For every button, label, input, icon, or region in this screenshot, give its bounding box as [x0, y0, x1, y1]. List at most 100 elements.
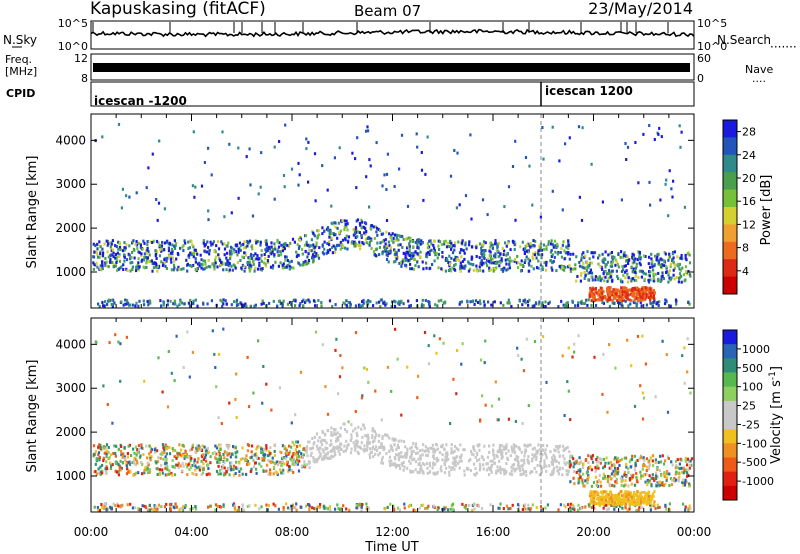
echo-cell	[503, 266, 506, 270]
echo-cell	[311, 253, 315, 257]
echo-cell	[416, 252, 419, 256]
echo-cell	[207, 209, 210, 213]
echo-cell	[322, 450, 325, 454]
echo-cell	[453, 449, 456, 453]
echo-cell	[647, 262, 650, 266]
echo-cell	[287, 469, 290, 473]
echo-cell	[452, 244, 455, 248]
echo-cell	[562, 303, 565, 307]
echo-cell	[584, 459, 587, 463]
echo-cell	[573, 507, 576, 511]
echo-cell	[590, 506, 594, 510]
echo-cell	[269, 451, 272, 455]
echo-cell	[391, 437, 394, 441]
echo-cell	[512, 463, 516, 467]
echo-cell	[572, 465, 575, 469]
echo-cell	[205, 459, 208, 463]
echo-cell	[270, 252, 273, 256]
echo-cell	[413, 257, 416, 261]
echo-cell	[262, 451, 265, 455]
echo-cell	[599, 296, 602, 300]
echo-cell	[368, 447, 372, 451]
echo-cell	[593, 295, 596, 299]
echo-cell	[433, 259, 436, 263]
echo-cell	[319, 452, 322, 456]
echo-cell	[115, 470, 119, 474]
echo-cell	[290, 302, 293, 306]
echo-cell	[469, 458, 472, 462]
echo-cell	[137, 261, 140, 265]
echo-cell	[382, 250, 385, 254]
echo-cell	[537, 266, 540, 270]
echo-cell	[414, 240, 417, 244]
echo-cell	[360, 505, 363, 509]
echo-cell	[628, 507, 631, 511]
echo-cell	[614, 497, 617, 501]
echo-cell	[480, 249, 483, 253]
echo-cell	[557, 450, 560, 454]
echo-cell	[258, 507, 261, 511]
echo-cell	[484, 241, 487, 245]
echo-cell	[261, 457, 264, 461]
echo-cell	[129, 261, 132, 265]
echo-cell	[249, 267, 253, 270]
echo-cell	[197, 444, 200, 448]
echo-cell	[382, 448, 385, 452]
echo-cell	[642, 499, 645, 503]
echo-cell	[188, 264, 191, 267]
echo-cell	[293, 443, 296, 447]
echo-cell	[251, 247, 254, 251]
echo-cell	[381, 455, 384, 459]
echo-cell	[568, 462, 571, 466]
echo-cell	[611, 290, 614, 294]
echo-cell	[444, 506, 447, 510]
echo-cell	[547, 242, 550, 246]
echo-cell	[559, 251, 562, 254]
echo-cell	[663, 302, 667, 306]
echo-cell	[653, 264, 656, 268]
echo-cell	[164, 473, 167, 477]
echo-cell	[642, 396, 646, 400]
echo-cell	[433, 471, 436, 475]
echo-cell	[664, 459, 667, 463]
echo-cell	[446, 451, 449, 455]
echo-cell	[110, 249, 113, 253]
echo-cell	[567, 346, 570, 350]
echo-cell	[660, 135, 663, 139]
echo-cell	[542, 243, 546, 247]
echo-cell	[494, 252, 497, 256]
echo-cell	[492, 443, 495, 447]
echo-cell	[678, 267, 681, 271]
echo-cell	[354, 241, 357, 245]
echo-cell	[594, 475, 597, 479]
echo-cell	[143, 255, 146, 259]
echo-cell	[300, 505, 303, 509]
echo-cell	[160, 244, 163, 248]
echo-cell	[92, 454, 95, 458]
echo-cell	[215, 385, 218, 389]
echo-cell	[283, 447, 286, 451]
echo-cell	[194, 449, 197, 453]
echo-cell	[233, 504, 236, 508]
echo-cell	[183, 506, 186, 510]
echo-cell	[222, 503, 225, 507]
echo-cell	[384, 238, 387, 242]
echo-cell	[671, 195, 674, 199]
echo-cell	[372, 304, 375, 308]
echo-cell	[639, 257, 642, 261]
echo-cell	[131, 461, 134, 464]
echo-cell	[686, 272, 689, 276]
echo-cell	[378, 245, 381, 249]
echo-cell	[458, 466, 461, 470]
echo-cell	[159, 456, 162, 460]
echo-cell	[197, 446, 201, 450]
echo-cell	[406, 447, 409, 451]
echo-cell	[120, 453, 123, 457]
echo-cell	[633, 269, 637, 272]
echo-cell	[162, 457, 165, 461]
echo-cell	[498, 264, 501, 268]
echo-cell	[257, 339, 260, 343]
echo-cell	[633, 260, 636, 264]
echo-cell	[543, 451, 547, 455]
echo-cell	[616, 288, 619, 292]
